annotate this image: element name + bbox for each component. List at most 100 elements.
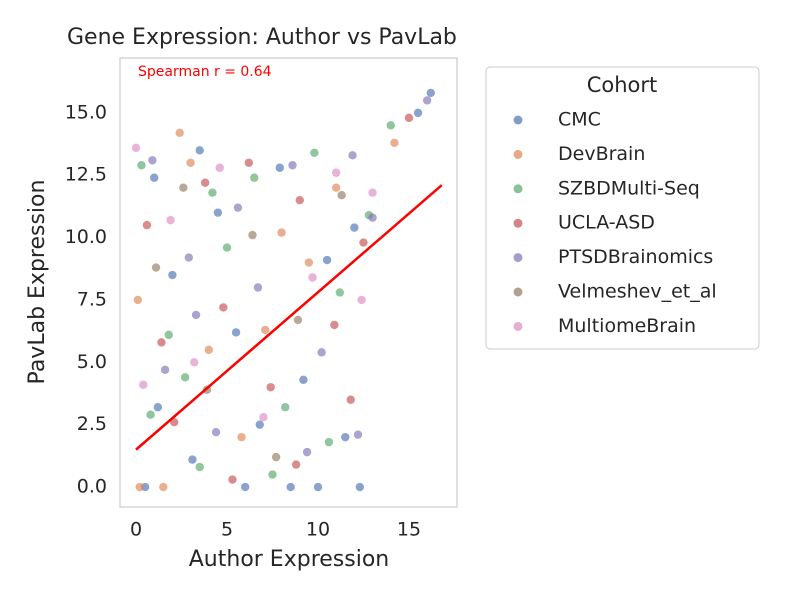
point bbox=[186, 158, 195, 167]
point bbox=[266, 383, 275, 392]
legend-label: SZBDMulti-Seq bbox=[558, 177, 700, 199]
point bbox=[386, 121, 395, 130]
point bbox=[244, 158, 254, 167]
point bbox=[310, 148, 319, 157]
point bbox=[213, 208, 223, 217]
point bbox=[348, 151, 357, 160]
point bbox=[271, 452, 281, 462]
point bbox=[195, 462, 204, 472]
point bbox=[308, 273, 317, 282]
point bbox=[368, 213, 377, 222]
point bbox=[295, 195, 304, 205]
point bbox=[330, 320, 339, 330]
point bbox=[331, 168, 341, 177]
point bbox=[259, 413, 268, 422]
point bbox=[313, 482, 323, 492]
point bbox=[291, 460, 301, 469]
point bbox=[341, 432, 350, 442]
legend-label: PTSDBrainomics bbox=[558, 246, 713, 268]
point bbox=[331, 183, 341, 192]
x-tick-label: 10 bbox=[306, 519, 330, 541]
point bbox=[317, 348, 326, 357]
point bbox=[146, 410, 155, 419]
chart-title: Gene Expression: Author vs PavLab bbox=[67, 25, 457, 50]
point bbox=[413, 108, 423, 118]
point bbox=[357, 295, 366, 305]
legend-label: Velmeshev_et_al bbox=[558, 281, 717, 303]
legend-marker bbox=[513, 115, 523, 125]
point bbox=[337, 190, 346, 200]
point bbox=[404, 113, 414, 123]
point bbox=[184, 253, 193, 262]
point bbox=[188, 455, 197, 464]
point bbox=[204, 345, 213, 355]
y-tick-label: 12.5 bbox=[65, 164, 107, 186]
point bbox=[335, 288, 345, 297]
legend-box bbox=[485, 66, 760, 350]
point bbox=[153, 403, 163, 412]
legend-marker bbox=[513, 218, 523, 228]
point bbox=[150, 173, 159, 182]
point bbox=[228, 475, 237, 484]
point bbox=[159, 482, 168, 492]
legend-label: UCLA-ASD bbox=[558, 212, 655, 234]
legend-marker bbox=[513, 287, 523, 297]
point bbox=[142, 220, 152, 230]
legend-marker bbox=[513, 149, 523, 159]
annotation: Spearman r = 0.64 bbox=[138, 64, 272, 80]
trend-line bbox=[135, 184, 443, 451]
legend-marker bbox=[513, 184, 523, 194]
point bbox=[346, 395, 355, 404]
point bbox=[426, 88, 435, 98]
y-tick-label: 7.5 bbox=[77, 288, 107, 310]
point bbox=[286, 482, 295, 492]
point bbox=[137, 161, 146, 170]
point bbox=[200, 178, 210, 187]
point bbox=[148, 156, 157, 165]
point bbox=[160, 365, 170, 375]
point bbox=[180, 373, 190, 382]
x-tick-label: 5 bbox=[221, 519, 233, 541]
point bbox=[222, 243, 232, 252]
y-tick-label: 0.0 bbox=[77, 476, 107, 498]
point bbox=[268, 470, 277, 479]
points bbox=[131, 88, 435, 492]
legend-label: MultiomeBrain bbox=[558, 315, 696, 337]
point bbox=[151, 263, 161, 272]
point bbox=[240, 482, 250, 492]
point bbox=[253, 283, 263, 292]
x-tick-label: 15 bbox=[397, 519, 421, 541]
point bbox=[299, 375, 308, 384]
point bbox=[261, 325, 270, 335]
plot-frame bbox=[119, 57, 458, 508]
y-axis-label: PavLab Expression bbox=[25, 180, 50, 385]
point bbox=[322, 255, 332, 265]
point bbox=[131, 143, 141, 152]
point bbox=[324, 437, 334, 447]
point bbox=[255, 420, 264, 429]
point bbox=[170, 417, 179, 427]
y-tick-label: 5.0 bbox=[77, 351, 107, 373]
x-axis-label: Author Expression bbox=[189, 547, 389, 572]
point bbox=[133, 295, 143, 305]
point bbox=[179, 183, 188, 192]
point bbox=[281, 403, 290, 412]
point bbox=[304, 258, 314, 267]
point bbox=[135, 482, 144, 492]
point bbox=[190, 358, 199, 367]
point bbox=[302, 447, 312, 457]
point bbox=[191, 310, 201, 320]
point bbox=[233, 203, 243, 212]
point bbox=[293, 315, 303, 325]
point bbox=[164, 330, 173, 340]
point bbox=[353, 430, 363, 439]
point bbox=[195, 146, 204, 155]
point bbox=[166, 215, 175, 225]
y-tick-label: 10.0 bbox=[65, 226, 107, 248]
y-tick-label: 15.0 bbox=[65, 101, 107, 123]
legend-marker bbox=[513, 321, 523, 331]
point bbox=[215, 163, 224, 172]
point bbox=[157, 338, 166, 347]
point bbox=[208, 188, 217, 197]
